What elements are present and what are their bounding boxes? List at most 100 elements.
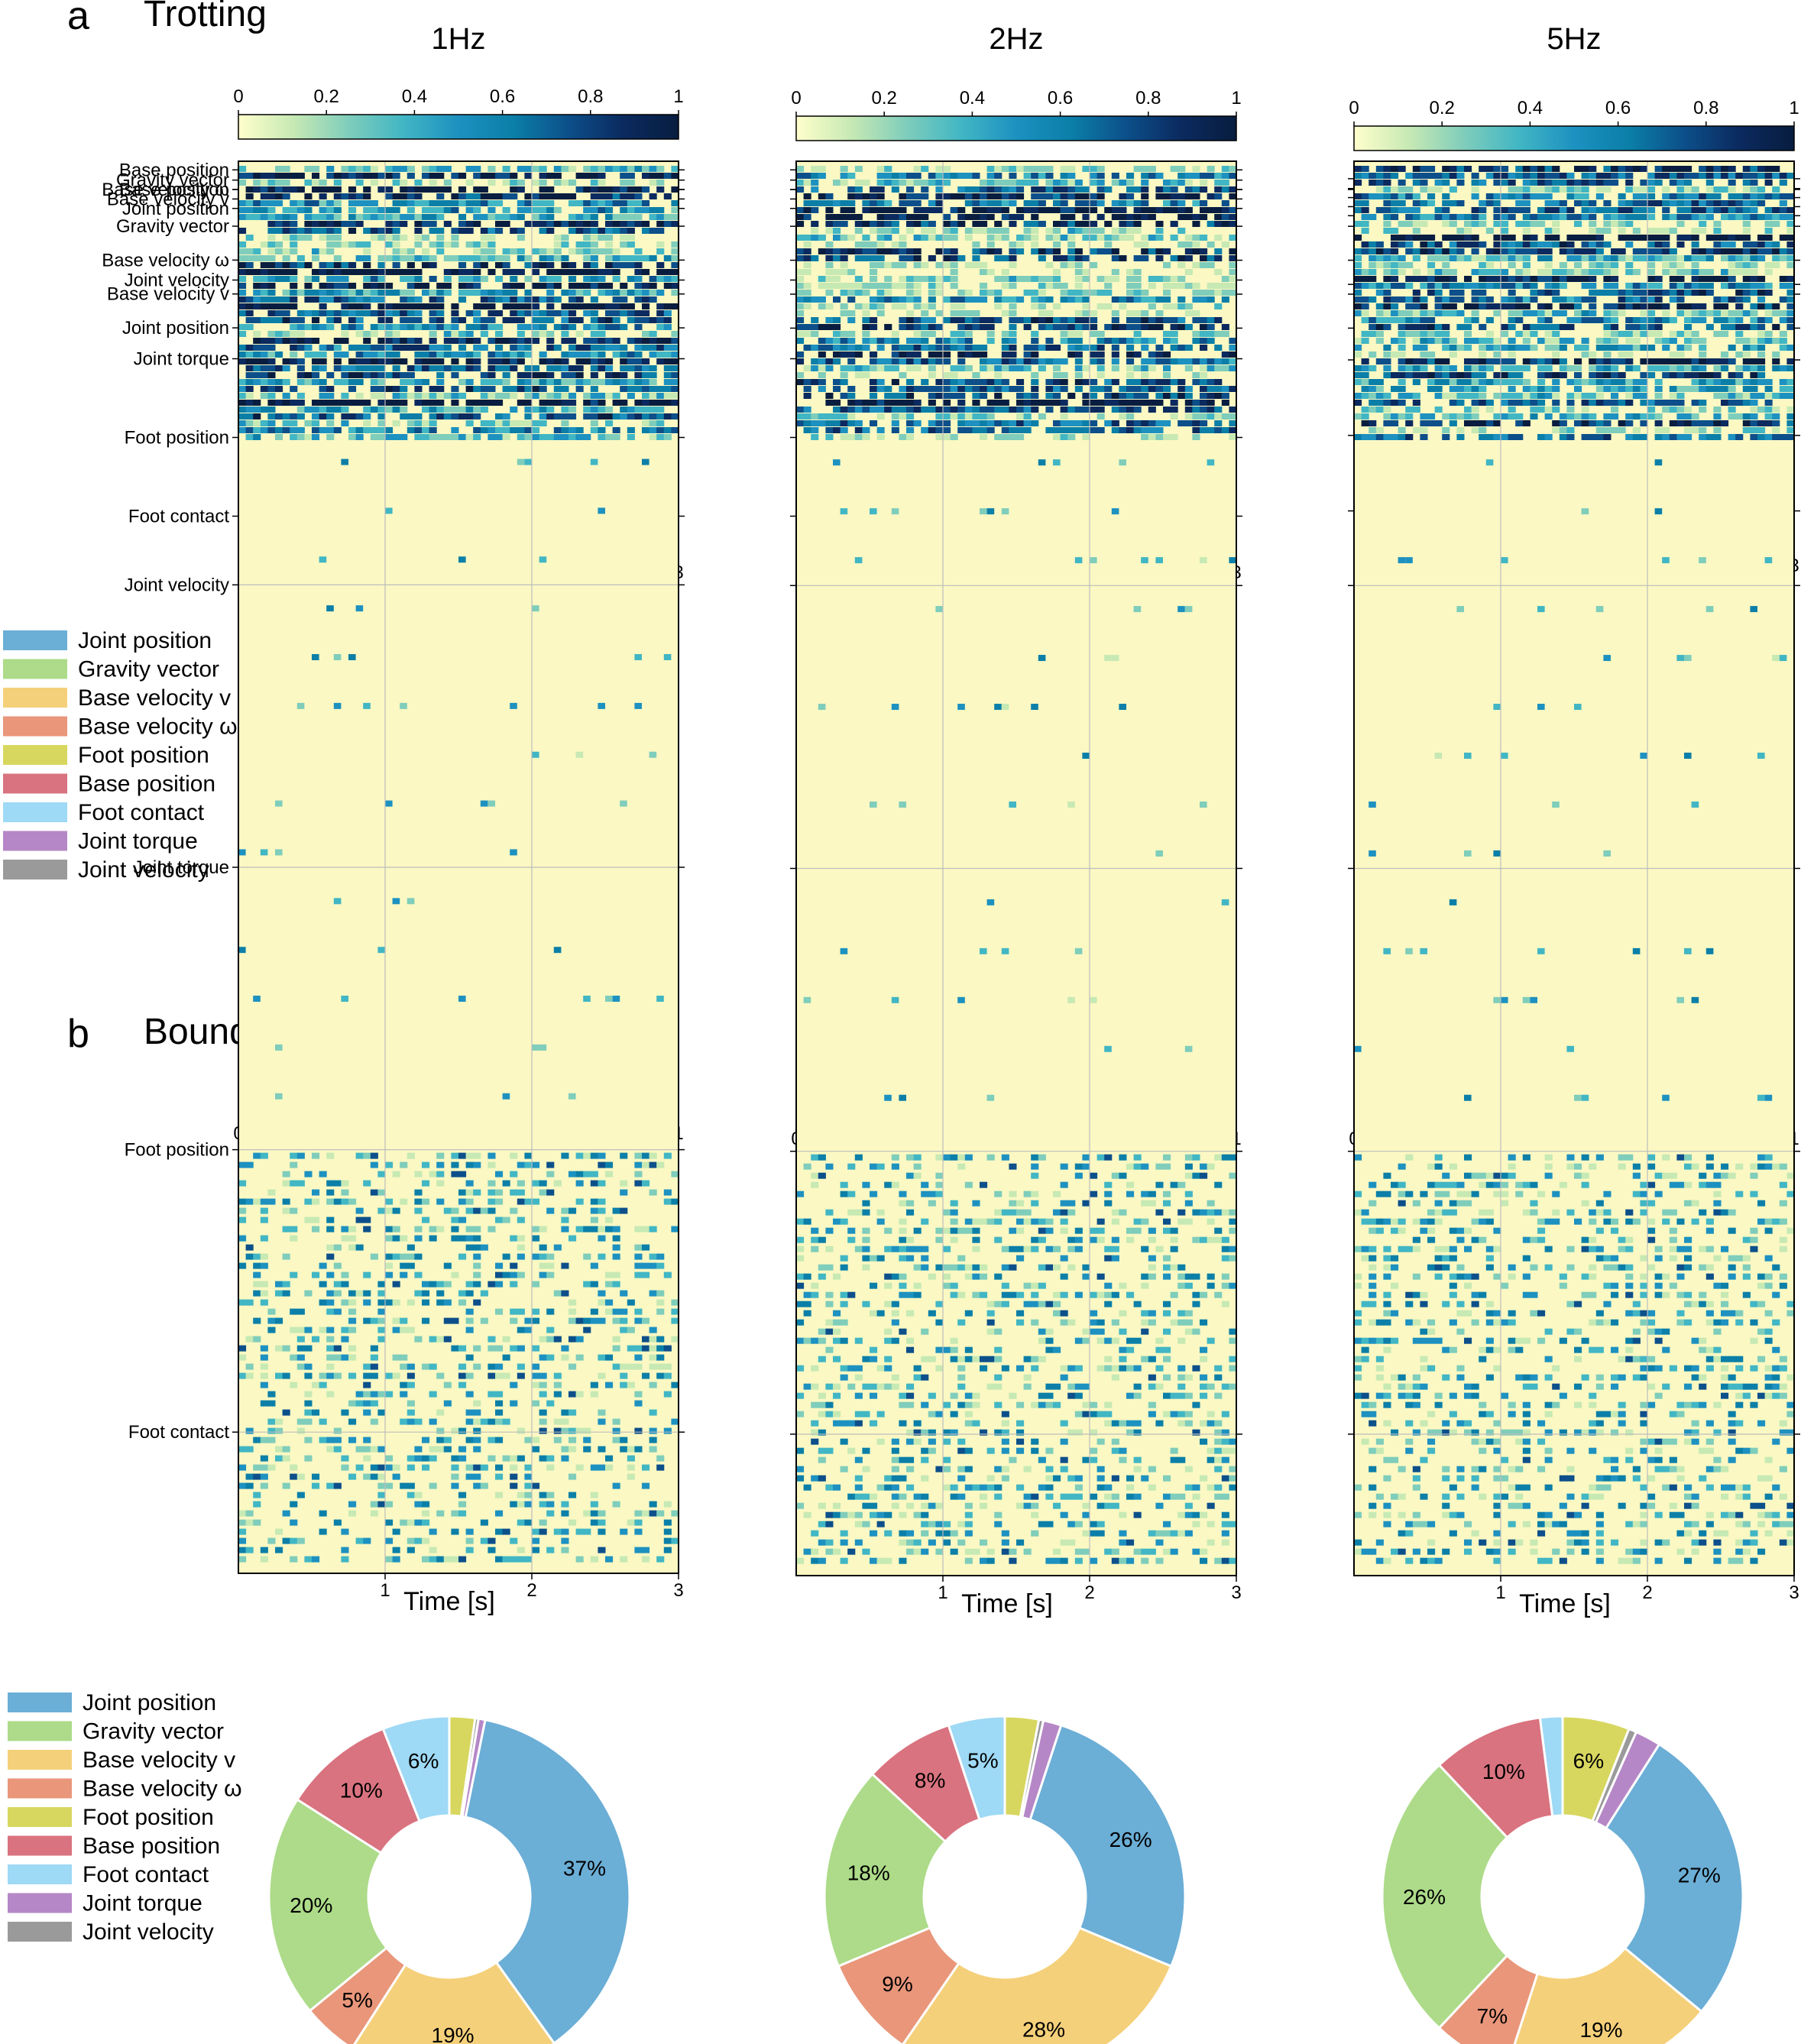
heatmap-cell [473,262,481,268]
heatmap-cell [275,248,283,254]
heatmap-cell [539,200,547,206]
heatmap-cell [238,413,247,419]
heatmap-cell [620,180,628,186]
heatmap-cell [532,324,540,330]
heatmap-cell [422,1317,430,1324]
heatmap-cell [634,1226,643,1233]
heatmap-cell [663,345,672,351]
heatmap-cell [290,1152,298,1159]
heatmap-cell [568,427,577,433]
heatmap-cell [627,1382,635,1388]
heatmap-cell [429,1391,437,1398]
heatmap-cell [598,434,606,440]
heatmap-cell [436,1409,445,1416]
heatmap-cell [341,1180,349,1187]
heatmap-cell [524,1152,533,1159]
heatmap-cell [465,290,474,296]
heatmap-cell [363,1473,371,1480]
heatmap-cell [429,303,437,309]
heatmap-cell [253,351,261,358]
heatmap-cell [561,290,569,296]
heatmap-cell [282,331,290,337]
heatmap-cell [253,1464,261,1471]
heatmap-cell [656,413,665,419]
heatmap-cell [539,214,547,220]
heatmap-cell [502,248,510,254]
heatmap-cell [319,1171,327,1177]
heatmap-cell [627,393,635,399]
heatmap-cell [627,407,635,413]
heatmap-cell [260,1262,268,1269]
heatmap-cell [590,310,598,316]
heatmap-cell [546,393,555,399]
heatmap-cell [267,310,276,316]
heatmap-cell [634,1363,643,1370]
heatmap-cell [392,1253,400,1260]
heatmap-cell [400,324,408,330]
heatmap-cell [663,372,672,378]
heatmap-cell [561,310,569,316]
heatmap-cell [290,400,298,406]
heatmap-cell [385,290,394,296]
heatmap-cell [370,228,378,234]
heatmap-cell [400,200,408,206]
heatmap-cell [642,1464,650,1471]
heatmap-cell [238,214,247,220]
heatmap-cell [245,317,254,323]
heatmap-cell [385,351,394,358]
heatmap-cell [260,1363,268,1370]
heatmap-cell [238,379,247,385]
heatmap-cell [260,1290,268,1297]
heatmap-cell [663,358,672,364]
heatmap-cell [568,317,577,323]
heatmap-cell [627,358,635,364]
heatmap-cell [238,283,247,289]
heatmap-cell [517,1363,525,1370]
heatmap-cell [458,186,467,193]
heatmap-cell [612,1336,620,1343]
heatmap-cell [605,365,614,371]
heatmap-cell [620,413,628,419]
heatmap-cell [532,269,540,275]
heatmap-cell [333,365,342,371]
heatmap-cell [296,317,305,323]
heatmap-cell [436,379,445,385]
heatmap-cell [532,1400,540,1407]
heatmap-cell [605,420,614,426]
heatmap-cell [312,1409,320,1416]
heatmap-cell [532,331,540,337]
heatmap-cell [539,1455,547,1462]
heatmap-cell [663,1152,672,1159]
heatmap-cell [598,324,606,330]
heatmap-cell [392,193,400,199]
heatmap-cell [363,1382,371,1388]
heatmap-cell [282,1446,290,1453]
heatmap-cell [296,1308,305,1315]
heatmap-cell [458,1427,467,1434]
heatmap-cell [392,1464,400,1471]
heatmap-cell [267,173,276,179]
heatmap-cell [355,1400,364,1407]
heatmap-cell [422,379,430,385]
heatmap-cell [480,228,488,234]
heatmap-cell [304,310,313,316]
heatmap-cell [355,1391,364,1398]
heatmap-cell [642,290,650,296]
heatmap-cell [656,1455,665,1462]
heatmap-cell [517,1189,525,1196]
heatmap-cell [275,1281,283,1288]
heatmap-cell [290,186,298,193]
heatmap-cell [458,379,467,385]
heatmap-cell [553,269,562,275]
heatmap-cell [605,228,614,234]
heatmap-cell [458,1345,467,1352]
heatmap-cell [238,296,247,303]
heatmap-cell [590,296,598,303]
heatmap-cell [480,186,488,193]
heatmap-cell [451,1482,459,1489]
heatmap-cell [275,365,283,371]
heatmap-cell [326,186,335,193]
heatmap-cell [649,372,657,378]
heatmap-cell [319,296,327,303]
heatmap-cell [377,338,386,344]
